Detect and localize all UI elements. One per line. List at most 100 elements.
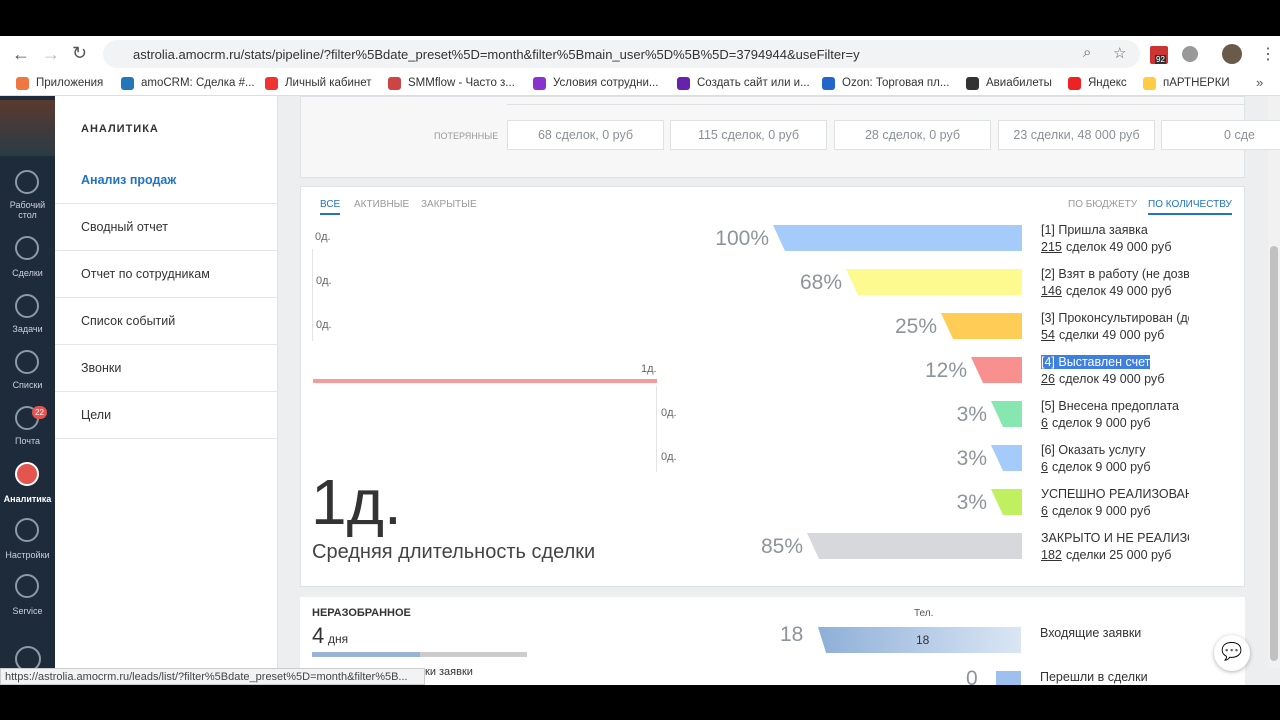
tab[interactable]: ВСЕ <box>320 199 341 215</box>
star[interactable]: ☆ <box>1113 45 1127 62</box>
scrollbar[interactable] <box>1268 96 1280 668</box>
bookmark[interactable]: Создать сайт или и... <box>697 77 810 89</box>
submenu-item[interactable]: Анализ продаж <box>55 157 278 204</box>
bookmark[interactable]: Условия сотрудни... <box>553 77 659 89</box>
stage-count[interactable]: 54 <box>1041 328 1055 342</box>
stage-count[interactable]: 6 <box>1041 416 1048 430</box>
submenu-item[interactable]: Звонки <box>55 345 278 392</box>
nav-label[interactable]: Рабочий стол <box>9 200 46 220</box>
bookmark-icon[interactable] <box>822 77 835 90</box>
toolbar: ← → ↻ astrolia.amocrm.ru/stats/pipeline/… <box>0 36 1280 72</box>
avatar[interactable] <box>1222 44 1242 64</box>
lost-cell: 115 сделок, 0 руб <box>670 120 827 150</box>
avg-duration: 1д. <box>311 466 402 538</box>
bookmark[interactable]: Яндекс <box>1088 77 1127 89</box>
bookmark[interactable]: Авиабилеты <box>986 77 1052 89</box>
back[interactable]: ← <box>12 44 30 64</box>
stage-name[interactable]: [5] Внесена предоплата <box>1041 399 1180 413</box>
nav-icon[interactable] <box>15 350 39 374</box>
lost-cell: 23 сделки, 48 000 руб <box>998 120 1155 150</box>
row-bar: 18 <box>818 627 1021 653</box>
stage-bar <box>807 533 1022 559</box>
nav-icon[interactable] <box>15 462 39 486</box>
stage-count[interactable]: 6 <box>1041 504 1048 518</box>
nav-icon[interactable] <box>15 170 39 194</box>
nav-label[interactable]: Настройки <box>5 550 50 560</box>
stage-name[interactable]: УСПЕШНО РЕАЛИЗОВАНО <box>1041 487 1189 501</box>
ext-icon[interactable]: 92 <box>1150 46 1168 64</box>
bookmark[interactable]: Приложения <box>36 77 104 89</box>
stage-count[interactable]: 6 <box>1041 460 1048 474</box>
bookmark-icon[interactable] <box>16 77 29 90</box>
nav-label[interactable]: Аналитика <box>3 494 52 504</box>
nav-label[interactable]: Сделки <box>12 268 43 278</box>
stage-count[interactable]: 26 <box>1041 372 1055 386</box>
bookmark[interactable]: пАРТНЕРКИ <box>1163 77 1230 89</box>
bookmark-icon[interactable] <box>677 77 690 90</box>
submenu-item[interactable]: Список событий <box>55 298 278 345</box>
stage-bar <box>773 225 1022 251</box>
stage-name[interactable]: [2] Взят в работу (не дозво <box>1041 267 1189 281</box>
tab[interactable]: ЗАКРЫТЫЕ <box>421 199 477 210</box>
nav-icon[interactable] <box>15 518 39 542</box>
bookmark-icon[interactable] <box>533 77 546 90</box>
stage-count[interactable]: 215 <box>1041 240 1062 254</box>
stage-duration: 0д. <box>661 407 677 419</box>
reload[interactable]: ↻ <box>72 43 88 63</box>
nav-icon[interactable] <box>15 294 39 318</box>
stage-name[interactable]: ЗАКРЫТО И НЕ РЕАЛИЗОВ <box>1041 531 1189 545</box>
lost-cell: 68 сделок, 0 руб <box>507 120 664 150</box>
timeline-axis <box>312 249 313 341</box>
stage-rest: сделки 49 000 руб <box>1059 328 1165 342</box>
bookmark-icon[interactable] <box>1068 77 1081 90</box>
chat-button[interactable]: 💬 <box>1214 635 1250 671</box>
nav-icon[interactable] <box>15 574 39 598</box>
stage-rest: сделок 49 000 руб <box>1059 372 1165 386</box>
forward[interactable]: → <box>42 44 60 64</box>
bookmark[interactable]: Ozon: Торговая пл... <box>842 77 950 89</box>
stage-percent: 3% <box>956 403 987 426</box>
nav-label[interactable]: Service <box>12 606 43 616</box>
account-photo[interactable] <box>0 100 55 156</box>
nav-label[interactable]: Списки <box>12 380 43 390</box>
bookmark[interactable]: amoCRM: Сделка #... <box>141 77 255 89</box>
submenu-item[interactable]: Сводный отчет <box>55 204 278 251</box>
nav-label[interactable]: Задачи <box>12 324 43 334</box>
search-icon[interactable]: ⌕ <box>1083 44 1092 61</box>
bookmark[interactable]: SMMflow - Часто з... <box>408 77 515 89</box>
nav-label[interactable]: Почта <box>15 436 40 446</box>
ext-badge: 92 <box>1155 55 1166 64</box>
stage-count[interactable]: 146 <box>1041 284 1062 298</box>
stage-count[interactable]: 182 <box>1041 548 1062 562</box>
bookmark-icon[interactable] <box>966 77 979 90</box>
stage-name[interactable]: [6] Оказать услугу <box>1041 443 1146 457</box>
tab[interactable]: АКТИВНЫЕ <box>354 199 410 210</box>
mode[interactable]: ПО КОЛИЧЕСТВУ <box>1148 199 1232 215</box>
row-bar <box>996 671 1021 685</box>
ext-icon[interactable] <box>1182 46 1198 62</box>
unsorted-title: НЕРАЗОБРАННОЕ <box>312 607 411 619</box>
bookmark-icon[interactable] <box>1143 77 1156 90</box>
omnibox[interactable]: astrolia.amocrm.ru/stats/pipeline/?filte… <box>103 40 1140 68</box>
stage-bar <box>971 357 1022 383</box>
stage-rest: сделок 9 000 руб <box>1052 416 1151 430</box>
submenu-title: АНАЛИТИКА <box>81 123 159 135</box>
nav-icon[interactable] <box>15 236 39 260</box>
mode[interactable]: ПО БЮДЖЕТУ <box>1068 199 1138 210</box>
stage-bar <box>991 445 1022 471</box>
stage-name[interactable]: [1] Пришла заявка <box>1041 223 1148 237</box>
more[interactable]: » <box>1256 75 1264 90</box>
menu[interactable]: ⋮ <box>1260 46 1276 63</box>
submenu-item[interactable]: Отчет по сотрудникам <box>55 251 278 298</box>
bookmark[interactable]: Личный кабинет <box>285 77 372 89</box>
stage-percent: 68% <box>799 271 842 294</box>
submenu-item[interactable]: Цели <box>55 392 278 439</box>
stage-rest: сделок 9 000 руб <box>1052 504 1151 518</box>
stage-name[interactable]: [4] Выставлен счет <box>1041 355 1151 369</box>
bookmark-icon[interactable] <box>388 77 401 90</box>
col-head: Тел. <box>914 608 934 619</box>
status-bar: https://astrolia.amocrm.ru/leads/list/?f… <box>0 668 425 685</box>
stage-name[interactable]: [3] Проконсультирован (до <box>1041 311 1189 325</box>
bookmark-icon[interactable] <box>121 77 134 90</box>
bookmark-icon[interactable] <box>265 77 278 90</box>
